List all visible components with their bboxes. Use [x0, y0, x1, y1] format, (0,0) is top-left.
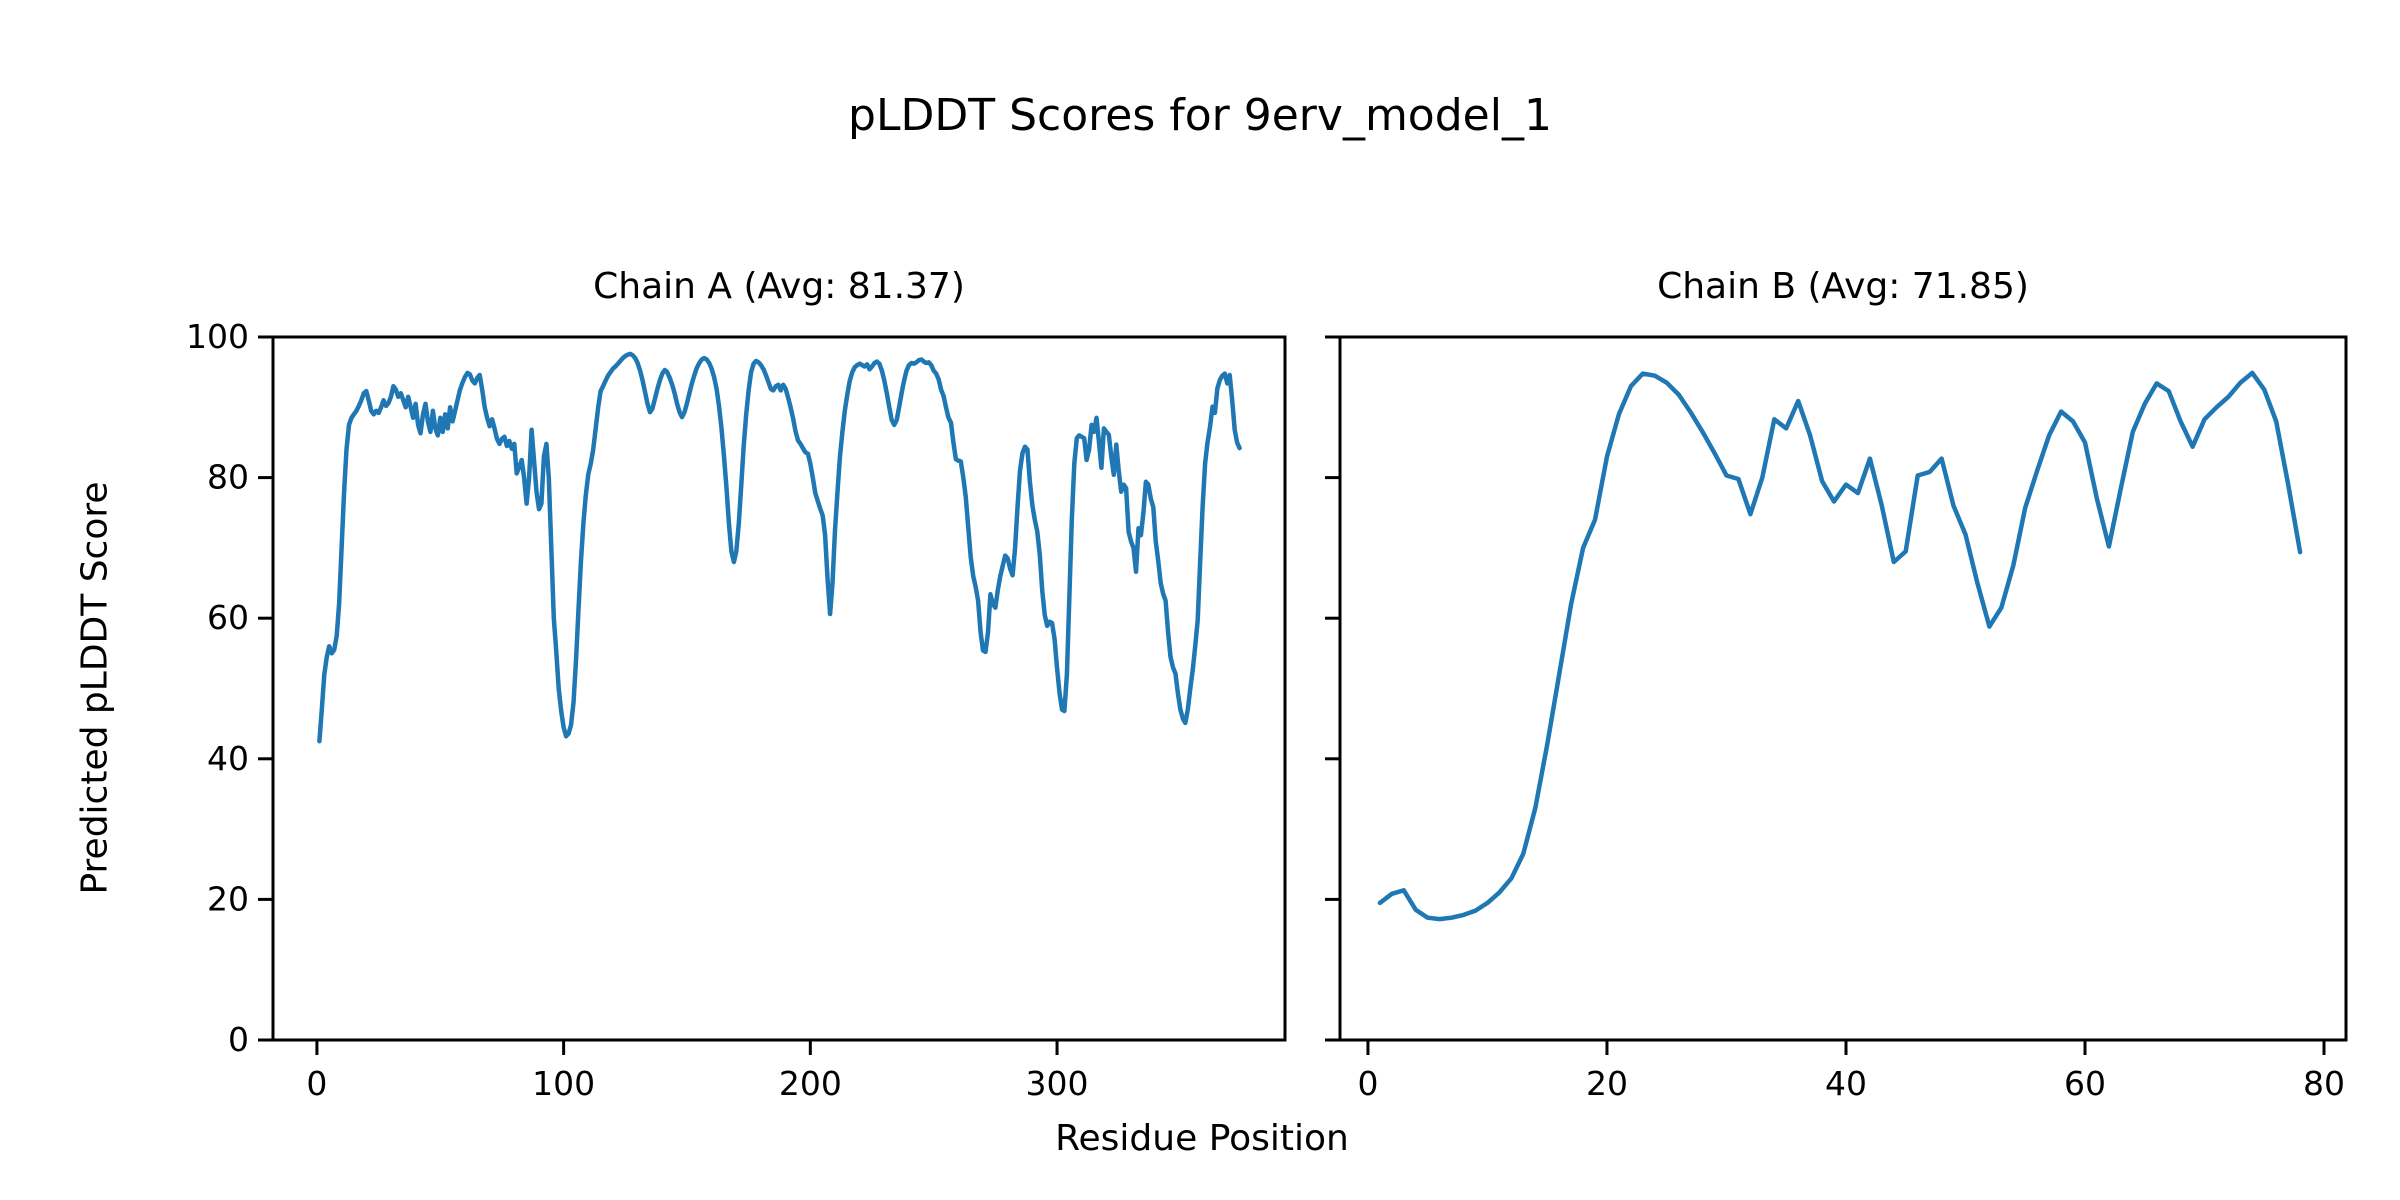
x-tick-label: 20	[1586, 1064, 1628, 1103]
x-tick-label: 100	[532, 1064, 595, 1103]
y-tick-label: 20	[207, 879, 249, 918]
y-tick-label: 0	[228, 1020, 249, 1059]
y-tick-label: 100	[186, 317, 249, 356]
x-tick-label: 40	[1825, 1064, 1867, 1103]
figure-title: pLDDT Scores for 9erv_model_1	[848, 90, 1552, 141]
chain-a-title: Chain A (Avg: 81.37)	[593, 266, 965, 307]
x-tick-label: 0	[1357, 1064, 1378, 1103]
x-tick-label: 200	[779, 1064, 842, 1103]
x-tick-label: 80	[2303, 1064, 2345, 1103]
x-tick-label: 60	[2064, 1064, 2106, 1103]
y-tick-label: 40	[207, 739, 249, 778]
x-tick-label: 300	[1026, 1064, 1089, 1103]
axes-spines	[271, 335, 1287, 1042]
axes-spines	[1338, 335, 2348, 1042]
chain-b-plot: 0 20 40 60 80	[1325, 335, 2348, 1103]
x-axis-label: Residue Position	[1055, 1118, 1349, 1159]
plddt-line	[317, 351, 1242, 744]
plddt-line	[1377, 370, 2303, 922]
chain-b-title: Chain B (Avg: 71.85)	[1657, 266, 2029, 307]
y-tick-label: 60	[207, 598, 249, 637]
x-tick-label: 0	[306, 1064, 327, 1103]
chain-a-plot: 0 100 200 300 0 20 40 60 80 100	[186, 317, 1287, 1103]
y-tick-label: 80	[207, 458, 249, 497]
